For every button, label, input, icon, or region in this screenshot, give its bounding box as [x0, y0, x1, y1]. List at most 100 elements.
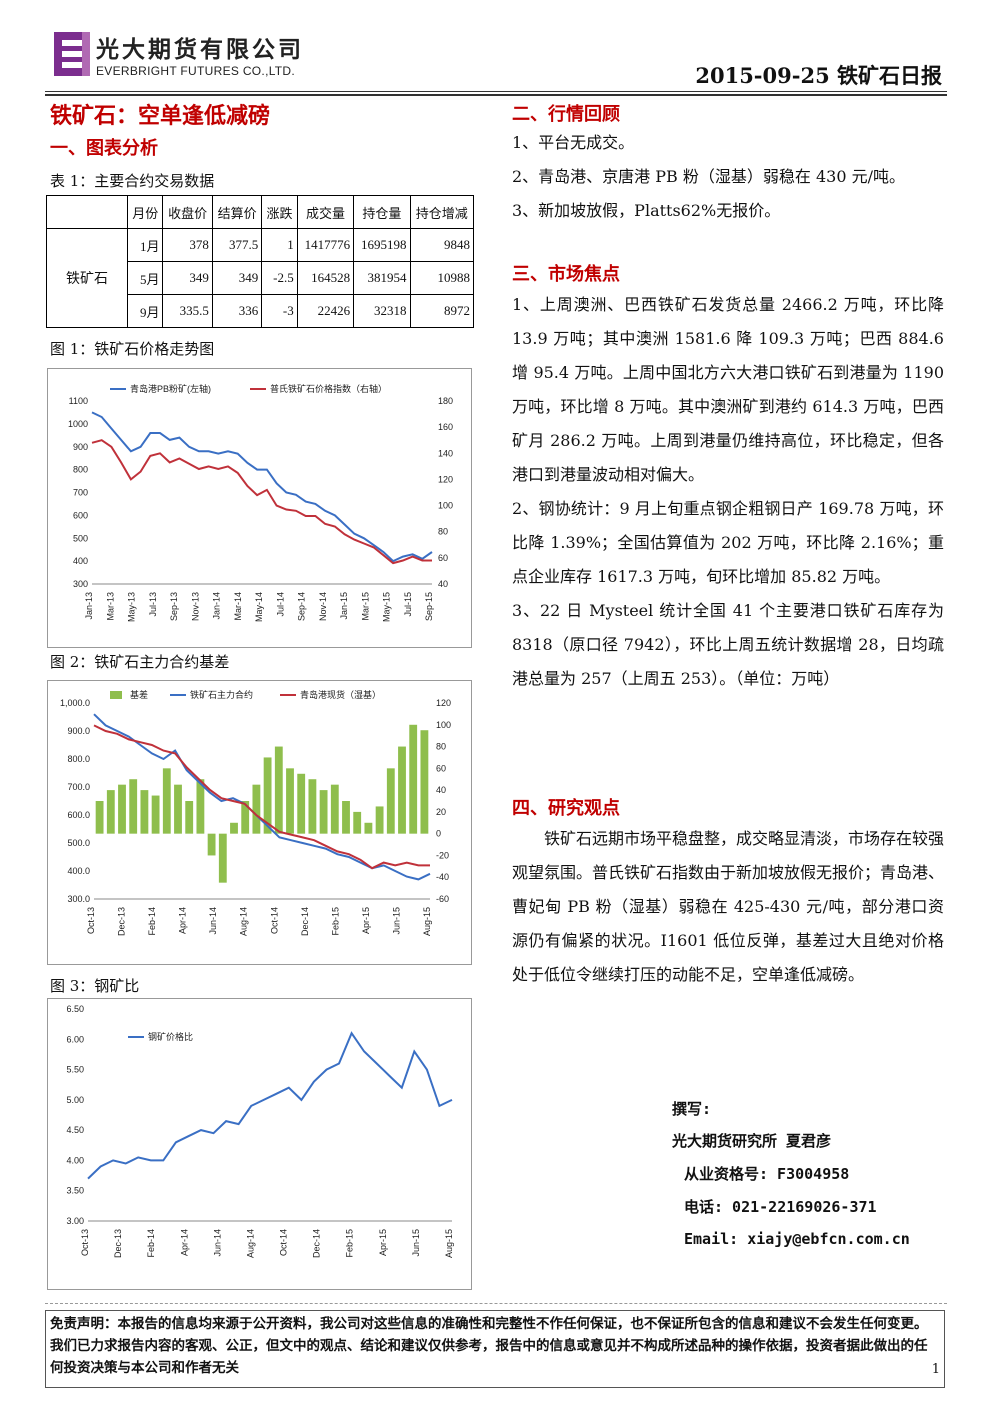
- basis-bar: [409, 724, 418, 834]
- x-tick-label: Aug-15: [422, 907, 432, 936]
- table-cell: 377.5: [211, 228, 263, 262]
- y-tick-label: 300.0: [67, 894, 90, 904]
- y-tick-label-right: -60: [436, 894, 449, 904]
- review-block: 1、平台无成交。 2、青岛港、京唐港 PB 粉（湿基）弱稳在 430 元/吨。 …: [512, 126, 944, 228]
- x-tick-label: Jul-15: [403, 592, 413, 617]
- section-market-review: 二、行情回顾: [512, 104, 620, 125]
- legend-label: 普氏铁矿石价格指数（右轴）: [270, 383, 387, 394]
- table-row: 9月 335.5 336 -3 22426 32318 8972: [47, 294, 475, 328]
- basis-bar: [151, 795, 160, 834]
- table-cell: 164528: [296, 261, 355, 295]
- y-tick-label-right: 40: [436, 785, 446, 795]
- author-phone: 电话: 021-22169026-371: [684, 1198, 877, 1216]
- y-tick-label-right: 120: [436, 698, 451, 708]
- y-tick-label: 6.00: [66, 1034, 84, 1044]
- steel-ore-ratio-chart: 6.50 6.00 5.50 5.00 4.50 4.00 3.50 3.00 Oct-13 De…: [47, 998, 472, 1290]
- series-line: [93, 724, 430, 870]
- x-tick-label: Mar-13: [105, 592, 115, 621]
- y-tick-label: 1,000.0: [60, 698, 90, 708]
- table-cell: 336: [211, 294, 263, 328]
- basis-bar: [162, 768, 171, 834]
- review-item: 1、平台无成交。: [512, 133, 635, 152]
- y-tick-label: 5.00: [66, 1095, 84, 1105]
- x-tick-label: Feb-14: [147, 907, 157, 936]
- legend-swatch: [110, 691, 122, 699]
- table-header: 月份: [126, 195, 164, 229]
- legend-label: 铁矿石主力合约: [190, 689, 253, 700]
- y-tick-label-right: 120: [438, 474, 453, 484]
- basis-bar: [140, 790, 149, 834]
- section-market-focus: 三、市场焦点: [512, 264, 620, 285]
- y-tick-label-right: 160: [438, 422, 453, 432]
- x-tick-label: Mar-14: [233, 592, 243, 621]
- x-tick-label: Apr-15: [378, 1229, 388, 1256]
- basis-bar: [106, 790, 115, 834]
- x-tick-label: May-15: [382, 592, 392, 622]
- focus-block: 1、上周澳洲、巴西铁矿石发货总量 2466.2 万吨，环比降 13.9 万吨；其…: [512, 288, 944, 696]
- y-tick-label: 6.50: [66, 1004, 84, 1014]
- table-cell: 10988: [409, 261, 475, 295]
- basis-bar: [308, 779, 317, 834]
- opinion-text: 铁矿石远期市场平稳盘整，成交略显清淡，市场存在较强观望氛围。普氏铁矿石指数由于新…: [512, 829, 945, 984]
- x-tick-label: Nov-14: [318, 592, 328, 621]
- y-tick-label: 300: [73, 579, 88, 589]
- x-tick-label: Sep-13: [169, 592, 179, 621]
- y-tick-label-right: -40: [436, 872, 449, 882]
- basis-bar: [398, 746, 406, 834]
- table-cell: -2.5: [261, 261, 298, 295]
- x-tick-label: Dec-14: [300, 907, 310, 936]
- basis-bar: [118, 784, 126, 834]
- table-header: 涨跌: [261, 195, 298, 229]
- table-cell: 5月: [126, 261, 164, 295]
- author-email[interactable]: Email: xiajy@ebfcn.com.cn: [684, 1230, 910, 1248]
- table-cell: 32318: [353, 294, 411, 328]
- author-org: 光大期货研究所 夏君彦: [672, 1132, 832, 1150]
- x-tick-label: Apr-14: [179, 1229, 189, 1256]
- y-tick-label: 4.00: [66, 1155, 84, 1165]
- x-tick-label: Jan-13: [84, 592, 94, 620]
- basis-bar: [353, 811, 362, 834]
- basis-bar: [319, 790, 328, 834]
- y-tick-label-right: 100: [436, 720, 451, 730]
- table-header: 收盘价: [162, 195, 213, 229]
- x-tick-label: Jun-15: [391, 907, 401, 935]
- y-tick-label-right: 20: [436, 807, 446, 817]
- x-tick-label: Apr-15: [361, 907, 371, 934]
- y-tick-label: 900.0: [67, 726, 90, 736]
- y-tick-label-right: -20: [436, 850, 449, 860]
- x-tick-label: Oct-13: [80, 1229, 90, 1256]
- iron-ore-price-chart: 1100 1000 900 800 700 600 500 400 300 180 160 140 12…: [47, 368, 472, 648]
- y-tick-label: 4.50: [66, 1125, 84, 1135]
- x-tick-label: Jan-15: [339, 592, 349, 620]
- y-tick-label: 3.50: [66, 1186, 84, 1196]
- table-header: 持仓量: [353, 195, 411, 229]
- basis-bar: [330, 784, 339, 834]
- legend-label: 基差: [130, 689, 148, 700]
- series-line: [91, 411, 433, 563]
- y-tick-label: 600: [73, 510, 88, 520]
- basis-bar: [218, 833, 227, 883]
- y-tick-label: 700.0: [67, 782, 90, 792]
- y-tick-label: 5.50: [66, 1065, 84, 1075]
- table-cell: 9月: [126, 294, 164, 328]
- x-tick-label: Oct-14: [269, 907, 279, 934]
- x-tick-label: Sep-15: [424, 592, 434, 621]
- table-cell: 1: [261, 228, 298, 262]
- page-number: 1: [931, 1362, 940, 1377]
- review-item: 3、新加坡放假，Platts62%无报价。: [512, 201, 781, 220]
- y-tick-label-right: 80: [436, 742, 446, 752]
- x-tick-label: Feb-15: [345, 1229, 355, 1258]
- y-tick-label: 800.0: [67, 754, 90, 764]
- table-header: 结算价: [211, 195, 263, 229]
- author-label: 撰写:: [672, 1100, 712, 1118]
- basis-bar: [207, 833, 216, 856]
- x-tick-label: Sep-14: [297, 592, 307, 621]
- y-tick-label: 700: [73, 488, 88, 498]
- table-cell: 1月: [126, 228, 164, 262]
- x-tick-label: Dec-13: [117, 907, 127, 936]
- basis-bar: [174, 784, 182, 834]
- x-tick-label: Jul-14: [275, 592, 285, 617]
- focus-item: 3、22 日 Mysteel 统计全国 41 个主要港口铁矿石库存为 8318（…: [512, 601, 944, 688]
- x-tick-label: Aug-14: [245, 1229, 255, 1258]
- basis-bar: [252, 784, 261, 834]
